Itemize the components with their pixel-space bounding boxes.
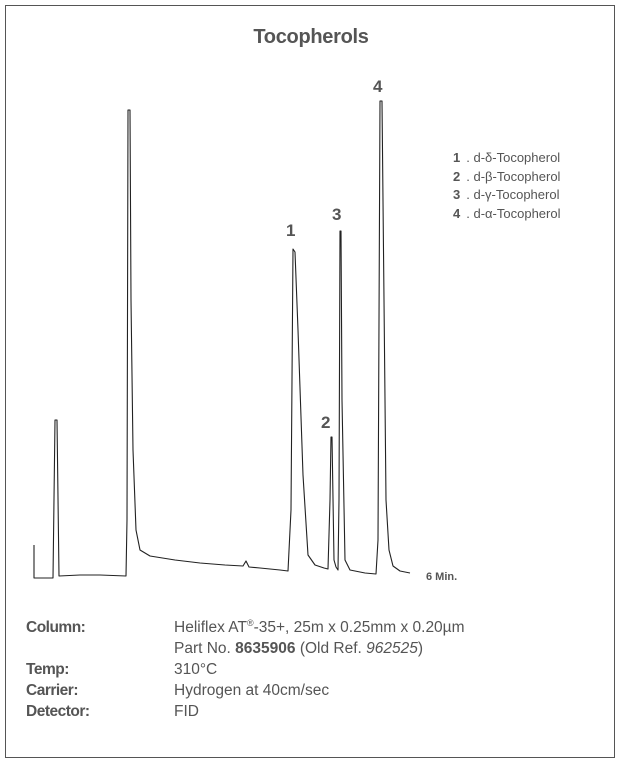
detector-label: Detector: xyxy=(26,703,90,720)
peak-label-4: 4 xyxy=(373,77,383,96)
carrier-value: Hydrogen at 40cm/sec xyxy=(174,682,330,699)
legend-item: 4. d-α-Tocopherol xyxy=(453,205,561,221)
peak-label-3: 3 xyxy=(332,205,341,224)
figure-frame xyxy=(5,5,615,758)
part-number: Part No. 8635906 (Old Ref. 962525) xyxy=(174,640,424,657)
legend-text: d-α-Tocopherol xyxy=(473,205,561,221)
column-row: Column: Heliflex AT®-35+, 25m x 0.25mm x… xyxy=(26,617,606,638)
detector-row: Detector: FID xyxy=(26,701,606,722)
column-label: Column: xyxy=(26,619,86,636)
peak-label-2: 2 xyxy=(321,413,330,432)
carrier-row: Carrier: Hydrogen at 40cm/sec xyxy=(26,680,606,701)
peak-label-1: 1 xyxy=(286,221,295,240)
legend-text: d-β-Tocopherol xyxy=(473,168,561,184)
detector-value: FID xyxy=(174,703,199,720)
chart-title: Tocopherols xyxy=(253,26,369,48)
legend-number: 3 xyxy=(453,187,461,202)
temp-label: Temp: xyxy=(26,661,69,678)
chromatogram-trace xyxy=(33,100,411,579)
conditions-table: Column: Heliflex AT®-35+, 25m x 0.25mm x… xyxy=(26,617,606,722)
x-end-label: 6 Min. xyxy=(426,571,457,583)
legend-number: 4 xyxy=(453,205,461,221)
legend-number: 2 xyxy=(453,168,461,184)
carrier-label: Carrier: xyxy=(26,682,79,699)
part-row: Part No. 8635906 (Old Ref. 962525) xyxy=(26,638,606,659)
temp-value: 310°C xyxy=(174,661,218,678)
legend-item: 2. d-β-Tocopherol xyxy=(453,168,561,184)
legend-number: 1 xyxy=(453,150,461,165)
legend-text: d-γ-Tocopherol xyxy=(473,187,560,202)
peak-legend: 1. d-δ-Tocopherol 2. d-β-Tocopherol 3. d… xyxy=(453,149,560,223)
column-value: Heliflex AT®-35+, 25m x 0.25mm x 0.20µm xyxy=(174,617,465,636)
temp-row: Temp: 310°C xyxy=(26,659,606,680)
legend-text: d-δ-Tocopherol xyxy=(473,150,561,165)
legend-item: 1. d-δ-Tocopherol xyxy=(453,150,561,165)
chromatogram: 1 2 3 4 6 Min. xyxy=(33,77,457,583)
legend-item: 3. d-γ-Tocopherol xyxy=(453,187,560,202)
